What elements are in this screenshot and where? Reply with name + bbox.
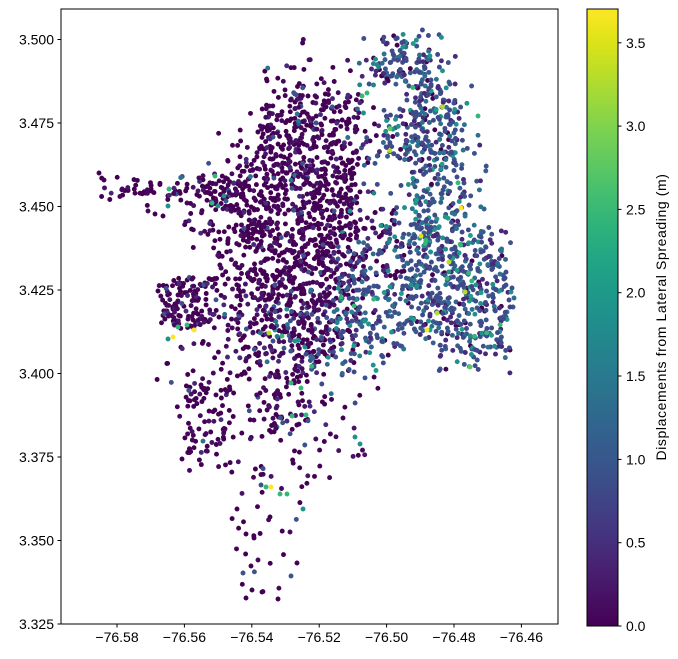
svg-text:2.0: 2.0 bbox=[626, 285, 646, 301]
svg-text:3.400: 3.400 bbox=[19, 366, 54, 382]
svg-text:Displacements from Lateral Spr: Displacements from Lateral Spreading (m) bbox=[653, 174, 669, 461]
svg-text:−76.50: −76.50 bbox=[365, 629, 408, 645]
svg-text:2.5: 2.5 bbox=[626, 201, 646, 217]
svg-text:3.475: 3.475 bbox=[19, 115, 54, 131]
svg-text:−76.52: −76.52 bbox=[298, 629, 341, 645]
svg-text:0.0: 0.0 bbox=[626, 618, 646, 634]
svg-text:−76.56: −76.56 bbox=[163, 629, 206, 645]
svg-text:3.0: 3.0 bbox=[626, 118, 646, 134]
svg-text:3.425: 3.425 bbox=[19, 282, 54, 298]
svg-text:3.500: 3.500 bbox=[19, 32, 54, 48]
svg-text:3.5: 3.5 bbox=[626, 35, 646, 51]
svg-text:−76.48: −76.48 bbox=[432, 629, 475, 645]
svg-text:−76.58: −76.58 bbox=[95, 629, 138, 645]
svg-text:1.0: 1.0 bbox=[626, 451, 646, 467]
svg-text:−76.46: −76.46 bbox=[500, 629, 543, 645]
svg-text:−76.54: −76.54 bbox=[230, 629, 273, 645]
svg-text:1.5: 1.5 bbox=[626, 368, 646, 384]
svg-text:3.350: 3.350 bbox=[19, 533, 54, 549]
svg-text:0.5: 0.5 bbox=[626, 535, 646, 551]
svg-text:3.375: 3.375 bbox=[19, 449, 54, 465]
svg-text:3.325: 3.325 bbox=[19, 616, 54, 632]
svg-text:3.450: 3.450 bbox=[19, 199, 54, 215]
